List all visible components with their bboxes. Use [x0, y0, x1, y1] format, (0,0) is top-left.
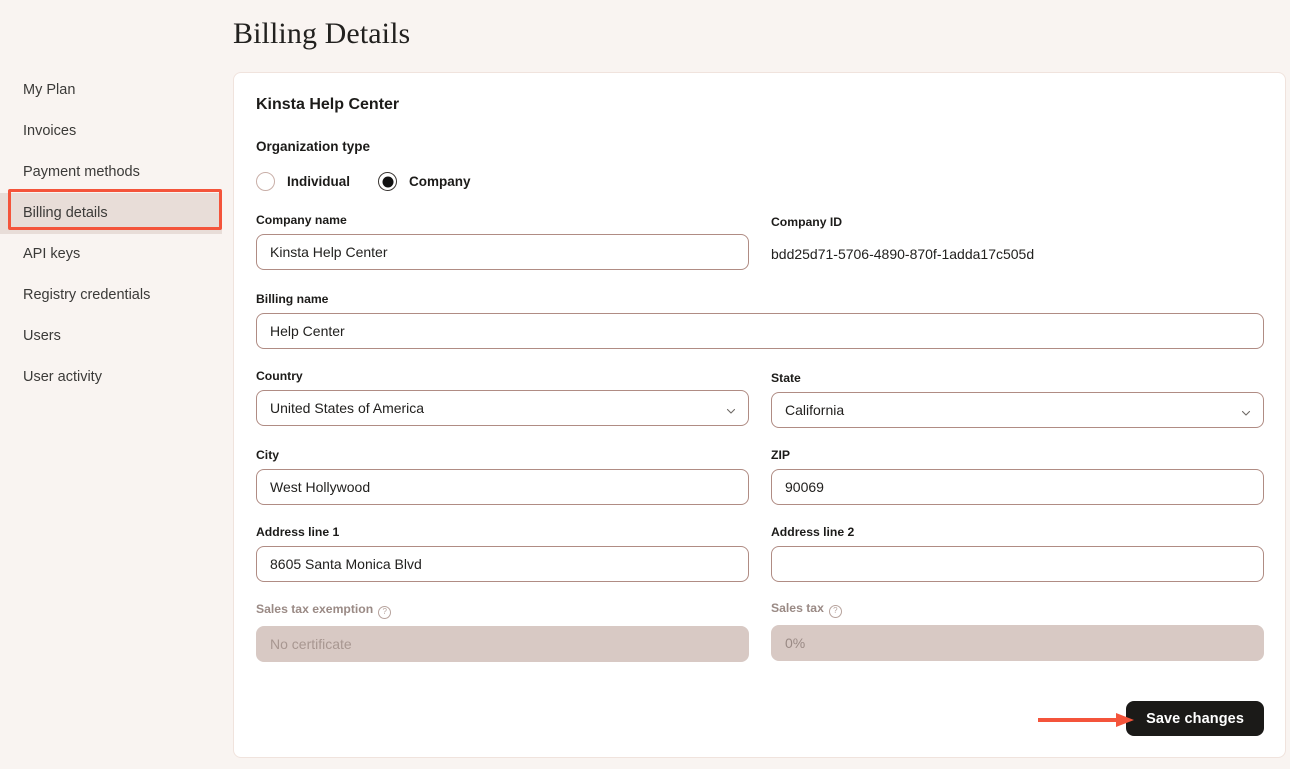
sidebar-item-billing-details[interactable]: Billing details — [0, 193, 222, 234]
field-sales-tax: Sales tax? — [771, 601, 1264, 661]
field-city: City — [256, 448, 749, 505]
select-state[interactable]: California — [771, 392, 1264, 428]
select-country-value: United States of America — [270, 400, 425, 416]
label-billing-name: Billing name — [256, 292, 329, 306]
field-address-line-2: Address line 2 — [771, 525, 1264, 582]
input-sales-tax-exemption — [256, 626, 749, 662]
field-country: Country United States of America — [256, 369, 749, 426]
organization-type-radio-group: Individual Company — [256, 172, 499, 191]
radio-option-company[interactable]: Company — [378, 172, 471, 191]
label-company-id: Company ID — [771, 215, 843, 229]
field-company-id: Company ID bdd25d71-5706-4890-870f-1adda… — [771, 215, 1264, 264]
sidebar-item-label: User activity — [23, 369, 102, 385]
input-address-line-1[interactable] — [256, 546, 749, 582]
sidebar-item-label: Billing details — [23, 205, 108, 221]
field-billing-name: Billing name — [256, 292, 1264, 349]
input-sales-tax — [771, 625, 1264, 661]
sidebar-item-payment-methods[interactable]: Payment methods — [0, 152, 222, 193]
label-zip: ZIP — [771, 448, 790, 462]
radio-label-company: Company — [409, 174, 471, 189]
sidebar-item-label: Payment methods — [23, 164, 140, 180]
input-billing-name[interactable] — [256, 313, 1264, 349]
value-company-id: bdd25d71-5706-4890-870f-1adda17c505d — [771, 246, 1035, 262]
label-address-line-1: Address line 1 — [256, 525, 340, 539]
field-state: State California — [771, 371, 1264, 428]
save-changes-button[interactable]: Save changes — [1126, 701, 1264, 736]
label-address-line-2: Address line 2 — [771, 525, 855, 539]
radio-unchecked-icon[interactable] — [256, 172, 275, 191]
label-city: City — [256, 448, 280, 462]
chevron-down-icon — [1241, 405, 1251, 416]
help-circle-icon[interactable]: ? — [378, 606, 392, 619]
sidebar-item-label: My Plan — [23, 82, 76, 98]
radio-label-individual: Individual — [287, 174, 351, 189]
select-state-value: California — [785, 402, 845, 418]
radio-checked-icon[interactable] — [378, 172, 398, 191]
field-zip: ZIP — [771, 448, 1264, 505]
label-sales-tax-text: Sales tax — [771, 601, 824, 615]
billing-details-card: Kinsta Help Center Organization type Ind… — [233, 72, 1286, 758]
radio-option-individual[interactable]: Individual — [256, 172, 350, 191]
field-company-name: Company name — [256, 213, 749, 270]
input-address-line-2[interactable] — [771, 546, 1264, 582]
sidebar-item-users[interactable]: Users — [0, 316, 222, 357]
label-company-name: Company name — [256, 213, 347, 227]
sidebar-item-my-plan[interactable]: My Plan — [0, 70, 222, 111]
card-title: Kinsta Help Center — [256, 96, 400, 113]
sidebar-item-label: API keys — [23, 246, 81, 262]
sidebar-item-invoices[interactable]: Invoices — [0, 111, 222, 152]
input-zip[interactable] — [771, 469, 1264, 505]
page-title: Billing Details — [233, 17, 411, 50]
organization-type-label: Organization type — [256, 139, 371, 154]
label-state: State — [771, 371, 801, 385]
sidebar-item-registry-credentials[interactable]: Registry credentials — [0, 275, 222, 316]
select-country[interactable]: United States of America — [256, 390, 749, 426]
help-circle-icon[interactable]: ? — [828, 605, 842, 618]
sidebar-item-api-keys[interactable]: API keys — [0, 234, 222, 275]
label-sales-tax: Sales tax? — [771, 601, 1264, 618]
sidebar-nav: My Plan Invoices Payment methods Billing… — [0, 70, 222, 398]
field-sales-tax-exemption: Sales tax exemption? — [256, 602, 749, 662]
input-city[interactable] — [256, 469, 749, 505]
label-sales-tax-exemption-text: Sales tax exemption — [256, 602, 374, 616]
sidebar-item-label: Invoices — [23, 123, 77, 139]
label-sales-tax-exemption: Sales tax exemption? — [256, 602, 749, 619]
field-address-line-1: Address line 1 — [256, 525, 749, 582]
chevron-down-icon — [726, 403, 736, 414]
sidebar-item-label: Users — [23, 328, 61, 344]
sidebar-item-label: Registry credentials — [23, 287, 151, 303]
input-company-name[interactable] — [256, 234, 749, 270]
sidebar-item-user-activity[interactable]: User activity — [0, 357, 222, 398]
label-country: Country — [256, 369, 303, 383]
